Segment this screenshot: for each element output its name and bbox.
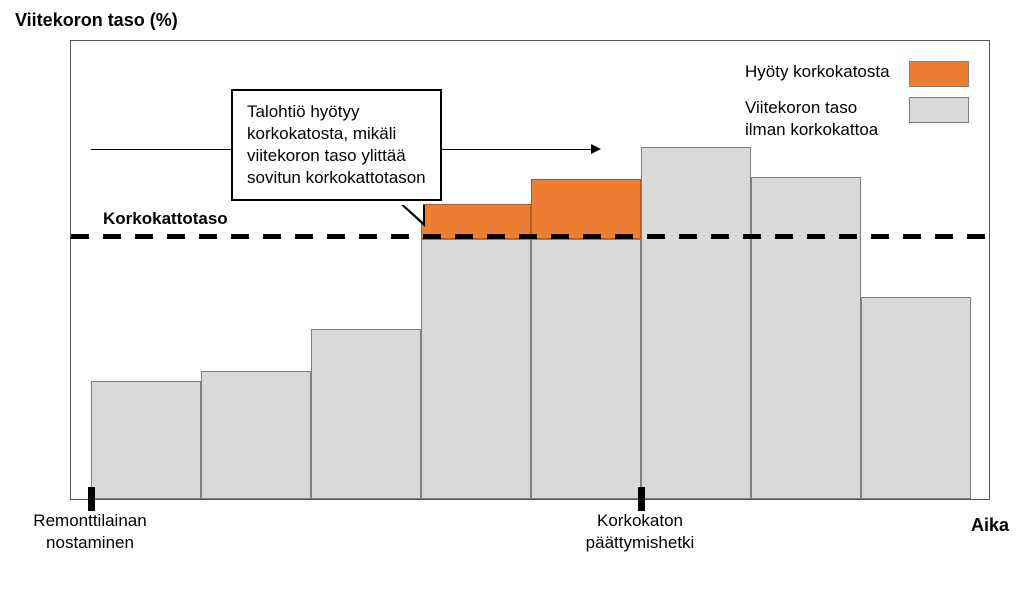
chart-plot-area: Korkokattotaso Korkokattoaika Talohtiö h… bbox=[70, 40, 990, 500]
cap-level-line bbox=[71, 234, 989, 239]
callout-box: Talohtiö hyötyykorkokatosta, mikäliviite… bbox=[231, 89, 442, 201]
bar-gray bbox=[421, 239, 531, 499]
x-tick bbox=[638, 487, 645, 511]
y-axis-title: Viitekoron taso (%) bbox=[15, 10, 178, 31]
bar-gray bbox=[641, 147, 751, 499]
bar-gray bbox=[861, 297, 971, 499]
legend-row: Hyöty korkokatosta bbox=[745, 61, 969, 87]
period-arrow-head bbox=[591, 144, 601, 154]
x-tick bbox=[88, 487, 95, 511]
x-tick-label: Remonttilainannostaminen bbox=[33, 510, 146, 554]
legend-label: Viitekoron tasoilman korkokattoa bbox=[745, 97, 895, 141]
x-tick-label: Korkokatonpäättymishetki bbox=[586, 510, 695, 554]
callout-line: viitekoron taso ylittää bbox=[247, 145, 426, 167]
legend-label: Hyöty korkokatosta bbox=[745, 61, 895, 83]
callout-tail-inner bbox=[403, 204, 423, 222]
legend: Hyöty korkokatosta Viitekoron tasoilman k… bbox=[745, 61, 969, 151]
legend-swatch bbox=[909, 61, 969, 87]
legend-row: Viitekoron tasoilman korkokattoa bbox=[745, 97, 969, 141]
bar-gray bbox=[751, 177, 861, 499]
bar-gray bbox=[531, 239, 641, 499]
x-axis-title: Aika bbox=[971, 515, 1009, 536]
callout-line: sovitun korkokattotason bbox=[247, 167, 426, 189]
bar-gray bbox=[201, 371, 311, 499]
cap-level-label: Korkokattotaso bbox=[101, 209, 230, 229]
bar-gray bbox=[91, 381, 201, 499]
callout-line: korkokatosta, mikäli bbox=[247, 123, 426, 145]
legend-swatch bbox=[909, 97, 969, 123]
callout-line: Talohtiö hyötyy bbox=[247, 101, 426, 123]
bar-gray bbox=[311, 329, 421, 499]
bar-orange bbox=[531, 179, 641, 239]
